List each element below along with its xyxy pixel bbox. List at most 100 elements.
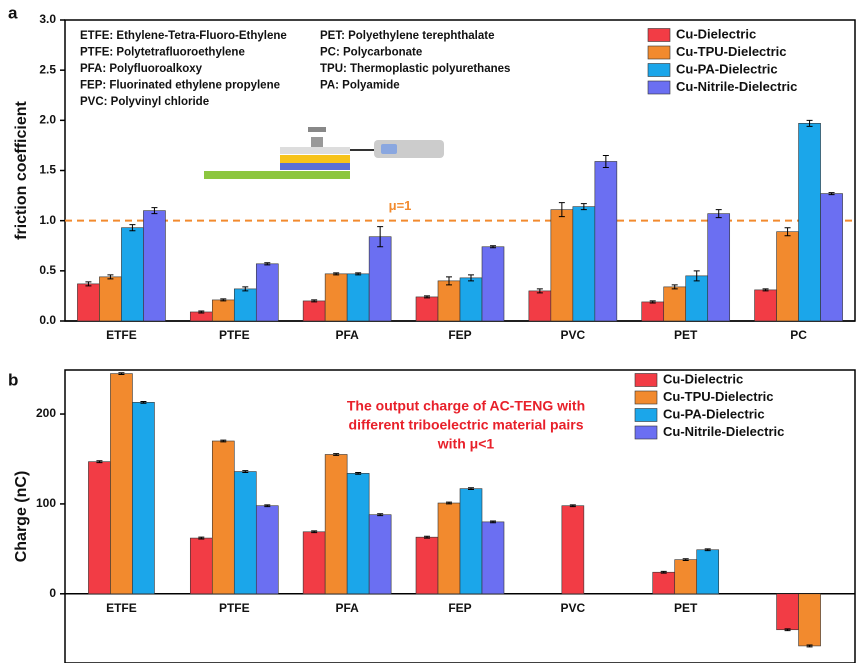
x-tick-label: PFA — [335, 601, 359, 615]
bar — [325, 274, 347, 321]
bar — [675, 560, 697, 594]
bar — [99, 277, 121, 321]
y-tick-label: 0.0 — [39, 313, 56, 327]
bar — [234, 289, 256, 321]
bar — [642, 302, 664, 321]
bar — [303, 301, 325, 321]
legend-label: Cu-PA-Dielectric — [676, 61, 778, 76]
bar — [121, 228, 143, 321]
y-axis-label: friction coefficient — [13, 100, 30, 239]
bar — [416, 537, 438, 594]
x-tick-label: FEP — [448, 328, 471, 342]
bar — [416, 297, 438, 321]
y-tick-label: 100 — [36, 496, 56, 510]
x-tick-label: FEP — [448, 601, 471, 615]
page: a friction coefficient 0.0 0.5 1.0 1.5 2.0 2.5 3… — [0, 0, 861, 668]
x-tick-label: PFA — [335, 328, 359, 342]
y-tick-label: 0.5 — [39, 263, 56, 277]
y-tick-label: 2.5 — [39, 62, 56, 76]
abbreviation-note: ETFE: Ethylene-Tetra-Fluoro-Ethylene — [80, 30, 287, 42]
bar — [529, 291, 551, 321]
bar — [551, 210, 573, 321]
bar — [482, 522, 504, 594]
y-tick-label: 0 — [49, 586, 56, 600]
legend-label: Cu-TPU-Dielectric — [663, 389, 774, 404]
legend-label: Cu-Dielectric — [663, 371, 743, 386]
x-tick-label: PTFE — [219, 601, 250, 615]
device-illustration — [204, 127, 444, 179]
bar — [212, 441, 234, 594]
panel-label: a — [8, 3, 18, 22]
abbreviation-note: PA: Polyamide — [320, 80, 400, 92]
x-tick-label: PVC — [561, 328, 586, 342]
bar — [212, 300, 234, 321]
bar — [234, 472, 256, 594]
legend-label: Cu-Dielectric — [676, 26, 756, 41]
bar — [256, 506, 278, 594]
legend-swatch — [648, 29, 670, 42]
annotation: The output charge of AC-TENG with — [347, 398, 585, 414]
abbreviation-note: FEP: Fluorinated ethylene propylene — [80, 80, 280, 92]
x-tick-label: ETFE — [106, 328, 137, 342]
x-tick-label: PTFE — [219, 328, 250, 342]
abbreviation-note: PVC: Polyvinyl chloride — [80, 96, 209, 108]
y-tick-label: 2.0 — [39, 113, 56, 127]
bar — [77, 284, 99, 321]
bar — [664, 287, 686, 321]
bar — [438, 503, 460, 594]
abbreviation-note: PC: Polycarbonate — [320, 47, 422, 59]
bar — [132, 402, 154, 593]
legend-swatch — [635, 391, 657, 404]
bar — [88, 462, 110, 594]
y-tick-label: 1.0 — [39, 213, 56, 227]
legend-swatch — [648, 46, 670, 59]
bar — [686, 276, 708, 321]
bar — [755, 290, 777, 321]
legend-swatch — [648, 81, 670, 94]
bar — [697, 550, 719, 594]
bar — [460, 489, 482, 594]
reference-label: μ=1 — [389, 198, 412, 213]
bar — [708, 214, 730, 321]
bar — [799, 123, 821, 321]
legend-swatch — [648, 64, 670, 77]
x-tick-label: PVC — [561, 601, 586, 615]
bar — [190, 538, 212, 594]
abbreviation-note: PTFE: Polytetrafluoroethylene — [80, 47, 245, 59]
bar — [369, 515, 391, 594]
x-tick-label: PET — [674, 601, 698, 615]
annotation: with μ<1 — [437, 436, 495, 452]
bar — [799, 594, 821, 646]
bar — [595, 161, 617, 321]
panel-label: b — [8, 370, 18, 389]
x-tick-label: ETFE — [106, 601, 137, 615]
legend-label: Cu-Nitrile-Dielectric — [663, 424, 784, 439]
bar — [347, 473, 369, 593]
legend-swatch — [635, 374, 657, 387]
bar — [325, 454, 347, 593]
bar — [143, 211, 165, 321]
bar — [438, 281, 460, 321]
legend-label: Cu-Nitrile-Dielectric — [676, 79, 797, 94]
x-tick-label: PC — [790, 328, 807, 342]
x-tick-label: PET — [674, 328, 698, 342]
bar — [460, 278, 482, 321]
bar — [777, 594, 799, 630]
bar — [482, 247, 504, 321]
abbreviation-note: TPU: Thermoplastic polyurethanes — [320, 63, 510, 75]
abbreviation-note: PFA: Polyfluoroalkoxy — [80, 63, 203, 75]
bar — [347, 274, 369, 321]
y-tick-label: 200 — [36, 406, 56, 420]
legend-label: Cu-TPU-Dielectric — [676, 44, 787, 59]
legend-label: Cu-PA-Dielectric — [663, 406, 765, 421]
y-axis-label: Charge (nC) — [13, 471, 30, 563]
bar — [303, 532, 325, 594]
bar — [573, 207, 595, 321]
bar — [256, 264, 278, 321]
y-tick-label: 3.0 — [39, 12, 56, 26]
figure: a friction coefficient 0.0 0.5 1.0 1.5 2.0 2.5 3… — [0, 0, 861, 663]
legend-swatch — [635, 426, 657, 439]
y-tick-label: 1.5 — [39, 163, 56, 177]
abbreviation-note: PET: Polyethylene terephthalate — [320, 30, 494, 42]
bar — [777, 232, 799, 321]
